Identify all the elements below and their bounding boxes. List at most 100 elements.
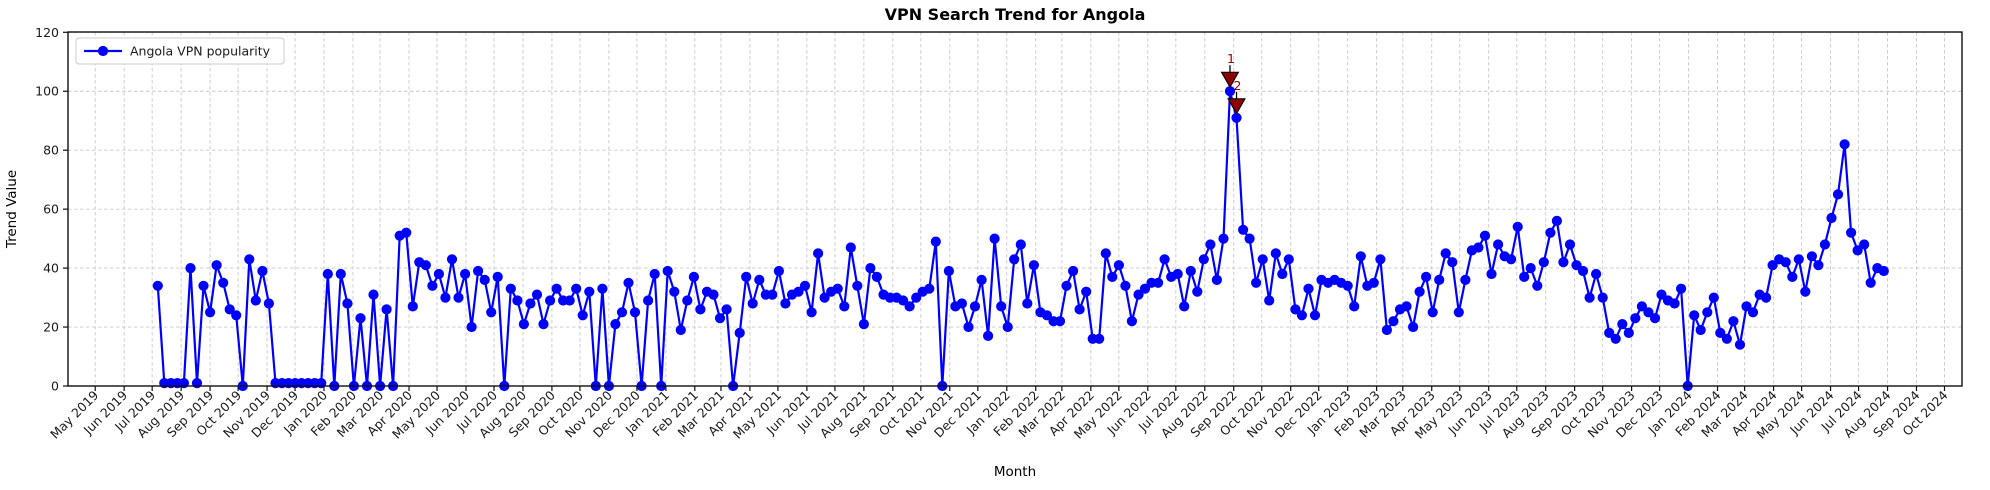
data-point	[682, 295, 693, 306]
data-point	[1264, 295, 1275, 306]
data-point	[571, 283, 582, 294]
data-point	[904, 301, 915, 312]
data-point	[1571, 260, 1582, 271]
data-point	[335, 268, 346, 280]
data-point	[1061, 280, 1072, 291]
data-point	[473, 265, 484, 277]
peak-annotation-1: 1	[1220, 51, 1240, 89]
data-point	[806, 307, 817, 318]
data-point	[793, 286, 804, 297]
data-point	[1368, 277, 1379, 288]
data-point	[486, 307, 497, 318]
data-point	[1610, 333, 1621, 344]
data-point	[819, 292, 830, 303]
data-point	[551, 283, 562, 294]
annotation-arrow-icon	[1220, 71, 1240, 89]
data-point	[1630, 313, 1641, 324]
data-point	[1512, 221, 1523, 232]
data-point	[1806, 251, 1817, 262]
data-point	[466, 321, 477, 333]
data-point	[943, 265, 955, 277]
data-point	[1865, 277, 1876, 288]
data-point	[741, 271, 752, 282]
data-point	[224, 304, 235, 315]
data-point	[963, 321, 974, 333]
chart-title: VPN Search Trend for Angola	[885, 5, 1146, 24]
data-point	[649, 268, 660, 280]
data-point	[662, 265, 673, 277]
data-point	[1159, 254, 1170, 265]
data-point	[1702, 307, 1713, 318]
data-point	[218, 277, 229, 288]
data-point	[401, 227, 412, 238]
data-point	[1139, 283, 1151, 294]
data-point	[983, 330, 994, 341]
data-point	[263, 298, 274, 309]
data-point	[1349, 301, 1360, 312]
data-point	[518, 319, 530, 330]
data-point	[1832, 189, 1844, 200]
data-point	[1793, 254, 1804, 265]
data-point	[545, 295, 556, 306]
data-point	[688, 271, 700, 282]
data-point	[1296, 310, 1307, 321]
data-point	[1153, 277, 1164, 288]
y-axis-label: Trend Value	[4, 170, 20, 249]
data-point	[930, 236, 941, 247]
legend-box	[75, 37, 285, 65]
data-point	[1251, 277, 1262, 288]
data-point	[250, 295, 261, 306]
data-point	[1846, 227, 1857, 238]
data-point	[211, 260, 222, 271]
data-point	[1002, 321, 1013, 333]
data-point	[453, 292, 464, 303]
data-point	[1224, 86, 1236, 97]
data-point	[1179, 301, 1190, 312]
data-point	[1355, 251, 1366, 262]
data-point	[839, 301, 850, 312]
data-point	[1649, 313, 1661, 324]
data-point	[244, 254, 255, 265]
data-point	[1120, 280, 1131, 291]
data-point	[1113, 260, 1124, 271]
data-point	[865, 263, 876, 274]
data-point	[597, 283, 608, 294]
data-point	[1584, 292, 1595, 303]
data-point	[577, 310, 588, 321]
data-point	[1388, 316, 1399, 327]
data-point	[799, 280, 811, 291]
data-point	[989, 233, 1000, 244]
data-point	[832, 283, 843, 294]
x-axis-label: Month	[994, 464, 1036, 480]
data-point	[1839, 139, 1850, 150]
data-point	[1094, 333, 1105, 344]
data-point	[1669, 298, 1680, 309]
data-point	[1656, 289, 1667, 300]
data-point	[342, 298, 353, 309]
data-point	[1708, 292, 1719, 303]
data-point	[1878, 265, 1889, 277]
data-point	[675, 324, 686, 336]
data-point	[1623, 327, 1634, 338]
data-point	[1819, 239, 1830, 250]
data-point	[152, 280, 163, 291]
data-point	[1440, 248, 1451, 259]
plot-border	[67, 31, 1963, 387]
data-point	[1859, 239, 1870, 250]
data-point	[616, 307, 628, 318]
data-point	[898, 295, 909, 306]
data-point	[610, 319, 621, 330]
data-point	[623, 277, 634, 288]
data-point	[1506, 254, 1517, 265]
data-point	[505, 283, 516, 294]
data-point	[205, 307, 216, 318]
data-point	[1126, 316, 1137, 327]
data-point	[1283, 254, 1294, 265]
data-point	[780, 298, 791, 309]
trend-line-series	[152, 86, 1889, 392]
data-point	[1041, 310, 1052, 321]
data-point	[1211, 274, 1222, 285]
data-point	[813, 248, 824, 259]
data-point	[440, 292, 451, 303]
